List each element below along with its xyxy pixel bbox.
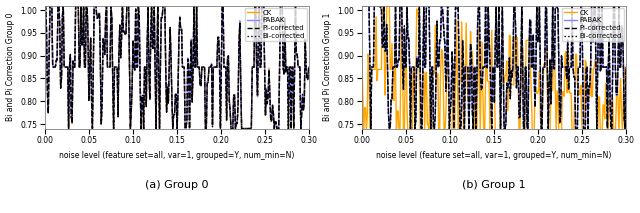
CK	[42, 4, 49, 7]
Line: CK: CK	[362, 6, 626, 133]
Line: Bi-corrected: Bi-corrected	[45, 6, 308, 129]
PABAK	[41, 4, 49, 7]
Bi-corrected	[204, 81, 211, 84]
CK	[204, 81, 212, 83]
Bi-corrected	[582, 66, 590, 68]
Pi-corrected	[515, 66, 522, 68]
PABAK	[198, 66, 205, 68]
PABAK	[367, 127, 374, 130]
Text: (a) Group 0: (a) Group 0	[145, 180, 209, 190]
Text: (b) Group 1: (b) Group 1	[462, 180, 526, 190]
Bi-corrected	[264, 96, 272, 98]
CK	[74, 4, 82, 7]
Pi-corrected	[199, 66, 207, 68]
PABAK	[202, 127, 210, 130]
Bi-corrected	[622, 66, 630, 68]
Bi-corrected	[41, 4, 49, 7]
CK	[582, 62, 590, 64]
Bi-corrected	[198, 66, 205, 68]
PABAK	[582, 66, 590, 68]
CK	[265, 67, 273, 69]
Bi-corrected	[358, 4, 366, 7]
Pi-corrected	[582, 127, 589, 130]
Pi-corrected	[204, 82, 212, 85]
CK	[282, 71, 290, 73]
CK	[41, 4, 49, 7]
CK	[358, 58, 366, 60]
Line: PABAK: PABAK	[45, 6, 308, 129]
Bi-corrected	[515, 117, 523, 120]
Bi-corrected	[599, 66, 607, 68]
Pi-corrected	[42, 4, 49, 7]
CK	[305, 66, 312, 68]
Bi-corrected	[516, 117, 524, 120]
Legend: CK, PABAK, Pi-corrected, Bi-corrected: CK, PABAK, Pi-corrected, Bi-corrected	[245, 8, 307, 41]
PABAK	[42, 4, 49, 7]
Bi-corrected	[42, 4, 49, 7]
PABAK	[197, 84, 205, 86]
Pi-corrected	[41, 4, 49, 7]
CK	[520, 132, 528, 134]
Pi-corrected	[359, 4, 367, 7]
Bi-corrected	[568, 4, 576, 7]
PABAK	[281, 17, 289, 19]
Bi-corrected	[199, 66, 207, 68]
CK	[622, 109, 630, 111]
CK	[65, 127, 72, 130]
Pi-corrected	[60, 4, 67, 7]
Pi-corrected	[515, 116, 523, 118]
X-axis label: noise level (feature set=all, var=1, grouped=Y, num_min=N): noise level (feature set=all, var=1, gro…	[376, 151, 612, 160]
Line: PABAK: PABAK	[362, 6, 626, 129]
Pi-corrected	[282, 71, 290, 73]
Line: Pi-corrected: Pi-corrected	[45, 6, 308, 129]
CK	[599, 104, 607, 106]
Bi-corrected	[65, 127, 72, 130]
Pi-corrected	[622, 66, 630, 68]
PABAK	[238, 127, 246, 130]
Y-axis label: Bi and Pi Correction Group 0: Bi and Pi Correction Group 0	[6, 13, 15, 121]
Bi-corrected	[520, 127, 528, 130]
Pi-corrected	[598, 4, 606, 7]
PABAK	[516, 115, 524, 118]
PABAK	[305, 66, 312, 68]
CK	[359, 95, 367, 98]
CK	[579, 132, 586, 134]
PABAK	[622, 66, 630, 68]
PABAK	[264, 95, 272, 97]
Bi-corrected	[359, 4, 367, 7]
Pi-corrected	[305, 66, 312, 68]
CK	[200, 66, 207, 68]
Bi-corrected	[305, 66, 312, 68]
Pi-corrected	[520, 127, 527, 130]
PABAK	[358, 4, 366, 7]
CK	[516, 132, 524, 134]
Line: CK: CK	[45, 6, 308, 129]
Bi-corrected	[367, 127, 374, 130]
PABAK	[392, 4, 399, 7]
CK	[199, 66, 207, 68]
X-axis label: noise level (feature set=all, var=1, grouped=Y, num_min=N): noise level (feature set=all, var=1, gro…	[59, 151, 294, 160]
Bi-corrected	[281, 18, 289, 21]
Pi-corrected	[358, 4, 366, 7]
PABAK	[359, 4, 367, 7]
Pi-corrected	[265, 69, 273, 71]
Y-axis label: Bi and Pi Correction Group 1: Bi and Pi Correction Group 1	[323, 13, 332, 121]
PABAK	[599, 66, 607, 68]
Legend: CK, PABAK, Pi-corrected, Bi-corrected: CK, PABAK, Pi-corrected, Bi-corrected	[562, 8, 624, 41]
Pi-corrected	[200, 66, 207, 68]
Line: Bi-corrected: Bi-corrected	[362, 6, 626, 129]
PABAK	[517, 66, 525, 68]
Pi-corrected	[572, 127, 579, 130]
CK	[378, 4, 386, 7]
PABAK	[522, 66, 529, 68]
Line: Pi-corrected: Pi-corrected	[362, 6, 626, 129]
CK	[515, 132, 523, 134]
Pi-corrected	[65, 127, 72, 130]
